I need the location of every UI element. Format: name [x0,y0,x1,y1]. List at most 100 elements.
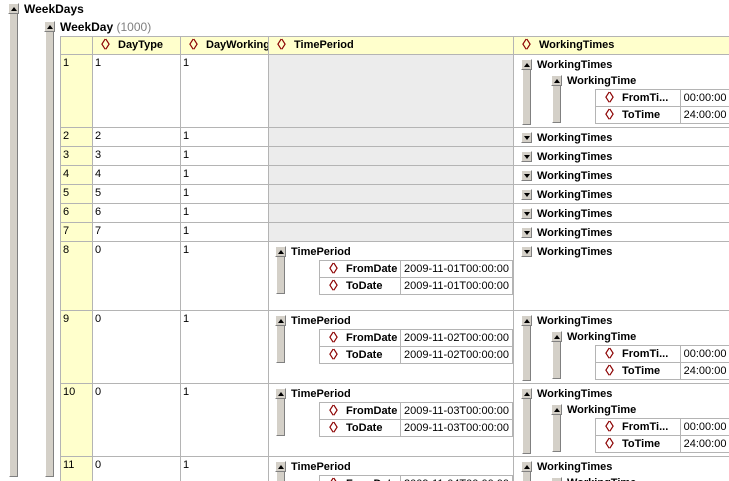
field-value[interactable]: 2009-11-02T00:00:00 [399,329,513,347]
field-row[interactable]: 〈〉 FromDate 2009-11-01T00:00:00 [319,260,513,278]
field-value[interactable]: 2009-11-02T00:00:00 [399,346,513,364]
daytype-cell[interactable]: 0 [92,383,181,457]
workingtimes-cell[interactable]: WorkingTimes [513,203,729,223]
workingtimes-cell[interactable]: WorkingTimes [513,241,729,311]
workingtime-fields[interactable]: 〈〉 FromTi... 00:00:00 〈〉 ToTime 24:00:00 [595,345,729,380]
field-value[interactable]: 00:00:00 [679,345,729,363]
timeperiod-fields[interactable]: 〈〉FromDate2009-11-04T00:00:00〈〉ToDate200… [319,475,513,481]
workingtimes-collapse-bar[interactable] [521,246,532,257]
table-row[interactable]: 10 0 1 TimePeriod 〈〉 FromDate 2009-11-03T00:00… [60,383,729,457]
timeperiod-collapse-bar[interactable] [275,315,286,363]
timeperiod-collapse-bar[interactable] [275,246,286,294]
table-row[interactable]: 9 0 1 TimePeriod 〈〉 FromDate 2009-11-02T00:00:… [60,310,729,384]
workingtime-collapse-bar[interactable] [551,477,562,481]
daytype-cell[interactable]: 0 [92,241,181,311]
field-row[interactable]: 〈〉 ToTime 24:00:00 [595,106,729,124]
field-value[interactable]: 00:00:00 [679,89,729,107]
column-header-timeperiod[interactable]: 〈〉 TimePeriod [268,36,514,55]
workingtimes-expand-icon[interactable] [521,246,532,257]
row-number-cell[interactable]: 8 [60,241,93,311]
timeperiod-cell[interactable] [268,203,514,223]
workingtimes-vertical-bar[interactable] [522,69,531,125]
column-header-daytype[interactable]: 〈〉 DayType [92,36,181,55]
timeperiod-cell[interactable] [268,146,514,166]
daytype-cell[interactable]: 2 [92,127,181,147]
weekdays-collapse-icon[interactable] [8,3,19,14]
workingtimes-collapse-bar[interactable] [521,151,532,162]
workingtimes-expand-icon[interactable] [521,208,532,219]
workingtimes-cell[interactable]: WorkingTimes [513,127,729,147]
workingtime-vertical-bar[interactable] [552,341,561,379]
row-number-cell[interactable]: 1 [60,54,93,128]
table-row[interactable]: 6 6 1 WorkingTimes [60,203,729,223]
timeperiod-collapse-icon[interactable] [275,315,286,326]
table-row[interactable]: 3 3 1 WorkingTimes [60,146,729,166]
weekday-collapse-icon[interactable] [44,21,55,32]
table-row[interactable]: 5 5 1 WorkingTimes [60,184,729,204]
table-row[interactable]: 1 1 1 WorkingTimes WorkingTime 〈〉 FromTi... 00:… [60,54,729,128]
timeperiod-vertical-bar[interactable] [276,256,285,294]
field-row[interactable]: 〈〉 FromTi... 00:00:00 [595,345,729,363]
workingtimes-vertical-bar[interactable] [522,325,531,381]
daytype-cell[interactable]: 0 [92,456,181,481]
workingtime-collapse-icon[interactable] [551,331,562,342]
timeperiod-vertical-bar[interactable] [276,471,285,481]
timeperiod-vertical-bar[interactable] [276,398,285,436]
timeperiod-cell[interactable]: TimePeriod 〈〉 FromDate 2009-11-01T00:00:00 〈… [268,241,514,311]
workingtime-vertical-bar[interactable] [552,85,561,123]
workingtime-collapse-bar[interactable] [551,404,562,452]
field-value[interactable]: 2009-11-04T00:00:00 [399,475,513,481]
dayworking-cell[interactable]: 1 [180,54,269,128]
workingtime-collapse-icon[interactable] [551,404,562,415]
dayworking-cell[interactable]: 1 [180,310,269,384]
field-row[interactable]: 〈〉 FromTi... 00:00:00 [595,89,729,107]
dayworking-cell[interactable]: 1 [180,456,269,481]
field-value[interactable]: 2009-11-01T00:00:00 [399,277,513,295]
row-number-cell[interactable]: 4 [60,165,93,185]
timeperiod-cell[interactable] [268,127,514,147]
workingtimes-cell[interactable]: WorkingTimes [513,222,729,242]
row-number-cell[interactable]: 6 [60,203,93,223]
timeperiod-vertical-bar[interactable] [276,325,285,363]
workingtimes-vertical-bar[interactable] [522,398,531,454]
daytype-cell[interactable]: 3 [92,146,181,166]
row-number-cell[interactable]: 7 [60,222,93,242]
field-row[interactable]: 〈〉 FromTi... 00:00:00 [595,418,729,436]
workingtimes-collapse-icon[interactable] [521,461,532,472]
workingtimes-expand-icon[interactable] [521,189,532,200]
workingtime-collapse-bar[interactable] [551,331,562,379]
workingtimes-collapse-icon[interactable] [521,59,532,70]
workingtime-fields[interactable]: 〈〉 FromTi... 00:00:00 〈〉 ToTime 24:00:00 [595,89,729,124]
field-value[interactable]: 2009-11-03T00:00:00 [399,402,513,420]
workingtimes-expand-icon[interactable] [521,227,532,238]
timeperiod-collapse-icon[interactable] [275,461,286,472]
weekday-collapse-bar[interactable] [44,21,55,477]
timeperiod-collapse-icon[interactable] [275,388,286,399]
weekdays-collapse-bar[interactable] [8,3,19,477]
workingtimes-collapse-bar[interactable] [521,132,532,143]
field-value[interactable]: 24:00:00 [679,106,729,124]
weekday-table[interactable]: 〈〉 DayType 〈〉 DayWorking 〈〉 TimePeriod 〈〉 Worki… [60,36,729,481]
daytype-cell[interactable]: 6 [92,203,181,223]
dayworking-cell[interactable]: 1 [180,127,269,147]
workingtime-fields[interactable]: 〈〉 FromTi... 00:00:00 〈〉 ToTime 24:00:00 [595,418,729,453]
workingtime-vertical-bar[interactable] [552,414,561,452]
field-value[interactable]: 24:00:00 [679,435,729,453]
row-number-cell[interactable]: 3 [60,146,93,166]
workingtime-collapse-icon[interactable] [551,75,562,86]
timeperiod-collapse-bar[interactable] [275,388,286,436]
dayworking-cell[interactable]: 1 [180,383,269,457]
field-value[interactable]: 2009-11-03T00:00:00 [399,419,513,437]
timeperiod-cell[interactable]: TimePeriod 〈〉 FromDate 2009-11-02T00:00:00 〈… [268,310,514,384]
timeperiod-fields[interactable]: 〈〉 FromDate 2009-11-02T00:00:00 〈〉 ToDate 200… [319,329,513,364]
daytype-cell[interactable]: 4 [92,165,181,185]
field-value[interactable]: 24:00:00 [679,362,729,380]
workingtime-collapse-bar[interactable] [551,75,562,123]
timeperiod-collapse-icon[interactable] [275,246,286,257]
field-row[interactable]: 〈〉 ToTime 24:00:00 [595,362,729,380]
timeperiod-cell[interactable] [268,165,514,185]
timeperiod-cell[interactable] [268,222,514,242]
